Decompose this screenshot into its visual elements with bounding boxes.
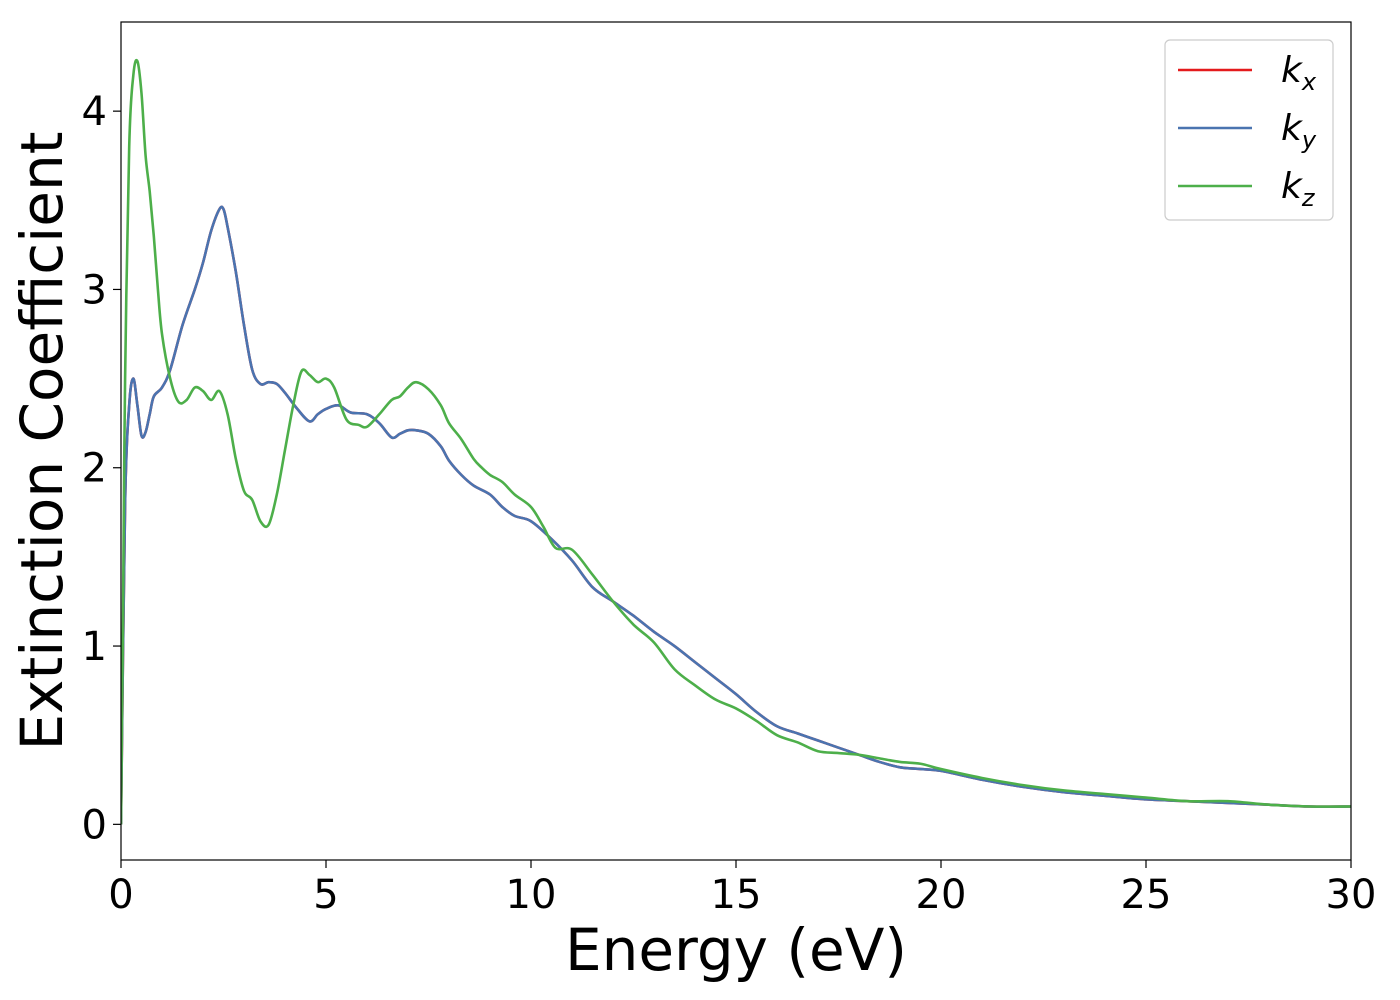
y-axis-title: Extinction Coefficient xyxy=(8,132,76,751)
legend-label-main: k xyxy=(1281,166,1304,207)
legend-label-x: kx xyxy=(1281,50,1317,96)
y-tick-label: 3 xyxy=(82,267,107,313)
legend-box xyxy=(1164,39,1334,221)
legend-label-main: k xyxy=(1281,108,1304,149)
legend-label-z: kz xyxy=(1281,166,1316,212)
x-tick-label: 10 xyxy=(506,872,557,918)
x-tick-label: 15 xyxy=(711,872,762,918)
x-axis-title: Energy (eV) xyxy=(565,916,907,984)
series-line-z xyxy=(121,58,1351,825)
x-tick-label: 0 xyxy=(108,872,133,918)
legend-label-y: ky xyxy=(1281,108,1317,154)
y-tick-label: 1 xyxy=(82,624,107,670)
x-tick-label: 5 xyxy=(313,872,338,918)
legend-label-subscript: x xyxy=(1301,68,1317,96)
y-tick-label: 0 xyxy=(82,802,107,848)
series-layer xyxy=(121,58,1351,825)
x-tick-label: 30 xyxy=(1326,872,1377,918)
legend-label-subscript: z xyxy=(1301,184,1316,212)
x-axis: 0 5 10 15 20 25 30 xyxy=(108,860,1376,918)
legend-label-main: k xyxy=(1281,50,1304,91)
y-tick-label: 4 xyxy=(82,89,107,135)
y-axis: 0 1 2 3 4 xyxy=(82,89,121,848)
legend-label-subscript: y xyxy=(1301,126,1317,154)
y-tick-label: 2 xyxy=(82,446,107,492)
x-tick-label: 20 xyxy=(916,872,967,918)
series-line-y xyxy=(121,205,1351,825)
x-tick-label: 25 xyxy=(1121,872,1172,918)
